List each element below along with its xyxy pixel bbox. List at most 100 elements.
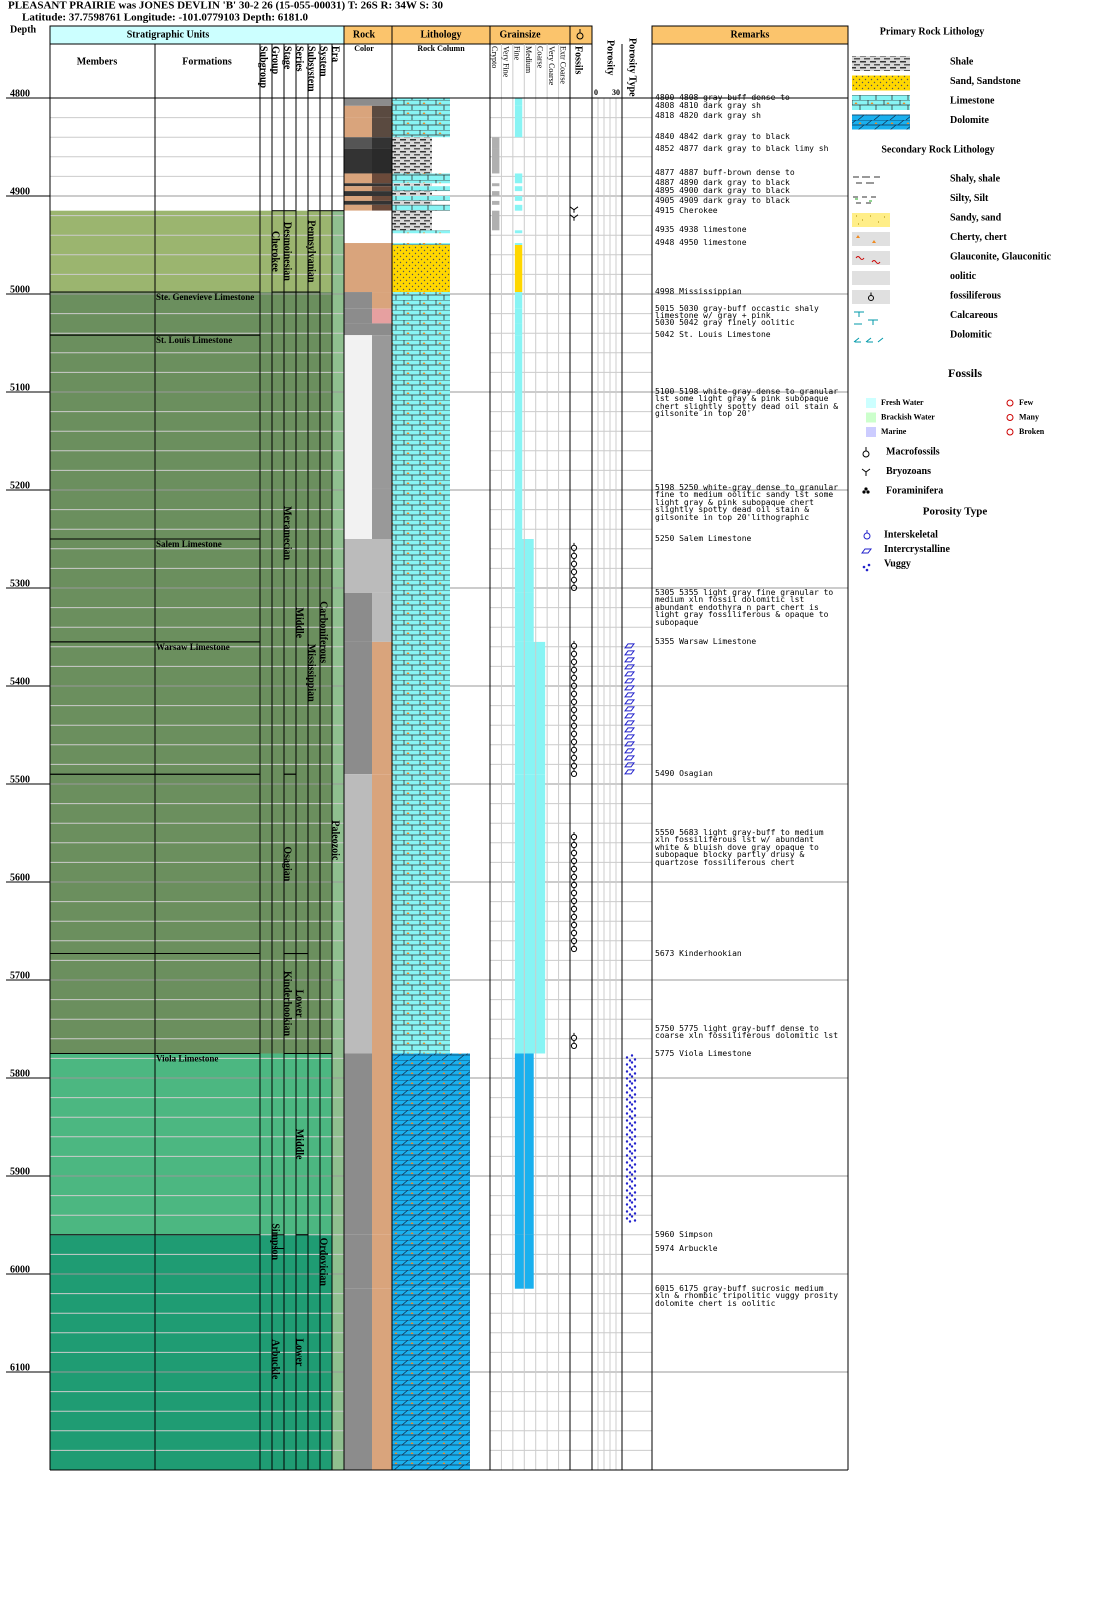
glyph-part — [628, 1150, 632, 1153]
glyph — [625, 1068, 637, 1076]
remark-text: 4998 Mississippian — [655, 288, 742, 297]
stage-label: Kinderhookian — [282, 971, 293, 1036]
glyph-part — [625, 1147, 629, 1150]
legend-label: Broken — [1019, 427, 1045, 436]
glyph — [624, 657, 635, 663]
rock-column — [392, 196, 450, 201]
glyph-part — [625, 1056, 629, 1059]
rock-column — [392, 204, 450, 211]
glyph-part — [624, 664, 635, 670]
rock-column — [392, 292, 450, 309]
rock-color — [372, 308, 392, 324]
legend-label: fossiliferous — [950, 290, 1001, 301]
remark: 4852 4877 dark gray to black limy sh — [655, 145, 828, 153]
fossil-interval — [569, 206, 579, 221]
glyph — [570, 672, 578, 682]
glyph — [624, 650, 635, 656]
rock-color — [344, 488, 372, 539]
porosity-type-header: Porosity Type — [627, 38, 638, 97]
glyph-part — [625, 1175, 629, 1178]
glyph — [570, 648, 578, 658]
porosity-max: 30 — [612, 88, 620, 97]
rock-color — [344, 245, 372, 293]
rock-column — [392, 1234, 470, 1289]
glyph — [570, 880, 578, 889]
rock-color — [372, 105, 392, 118]
rock-color — [372, 1288, 392, 1470]
remark: 4840 4842 dark gray to black — [655, 133, 790, 141]
glyph — [569, 214, 579, 221]
rock-color — [344, 148, 372, 174]
depth-header: Depth — [10, 24, 37, 35]
rock-column — [392, 323, 450, 336]
rock-color — [372, 774, 392, 1054]
glyph — [625, 1089, 637, 1097]
glyph-part — [628, 1199, 632, 1202]
glyph-part — [625, 1154, 629, 1157]
rock-column — [392, 641, 450, 775]
grainsize-header: Grainsize — [499, 29, 541, 40]
glyph-part — [570, 552, 578, 560]
system-label: Carboniferous — [318, 601, 329, 663]
glyph — [624, 643, 635, 649]
remark-text: 4895 4900 dark gray to black — [655, 187, 790, 196]
grainsize-bar — [514, 292, 523, 309]
stage-header: Stage — [282, 46, 293, 70]
remark: 4948 4950 limestone — [655, 239, 747, 247]
glyph — [570, 768, 578, 778]
glyph-part — [630, 1131, 634, 1134]
strat-header: Stratigraphic Units — [127, 29, 210, 40]
glyph-part — [630, 1054, 634, 1057]
glyph-part — [633, 1121, 637, 1124]
era-header: Era — [330, 46, 341, 62]
glyph-part — [628, 1157, 632, 1160]
glyph-part — [570, 666, 578, 674]
group-label: Arbuckle — [270, 1339, 281, 1380]
glyph-part — [630, 1124, 634, 1127]
remark-text: 6015 6175 gray-buff sucrosic medium xln … — [655, 1284, 839, 1308]
subgroup-header: Subgroup — [258, 46, 269, 89]
formations-header: Formations — [182, 56, 232, 67]
rock-color — [344, 105, 372, 118]
glyph-part — [633, 1149, 637, 1152]
remark: 4998 Mississippian — [655, 288, 742, 297]
glyph-part — [624, 755, 635, 761]
series-label: Middle — [294, 608, 305, 639]
glyph-part — [625, 1105, 629, 1108]
glyph-part — [570, 730, 578, 738]
glyph — [625, 1131, 637, 1139]
glyph — [625, 1117, 637, 1125]
rock-color — [344, 641, 372, 775]
glyph — [570, 688, 578, 698]
glyph — [570, 696, 578, 706]
glyph-part — [624, 678, 635, 684]
glyph-part — [625, 1063, 629, 1066]
legend: Primary Rock Lithology Secondary Rock Li… — [852, 26, 1052, 572]
glyph — [570, 704, 578, 714]
depth-label: 5600 — [10, 872, 30, 883]
rock-color — [344, 335, 372, 489]
rock-color — [372, 117, 392, 138]
remark: 4915 Cherokee — [655, 207, 718, 215]
glyph-part — [630, 1103, 634, 1106]
legend-swatch — [852, 114, 910, 130]
glyph-part — [570, 714, 578, 722]
stage-label: Desmoinesian — [282, 222, 293, 281]
glyph-part — [628, 1185, 632, 1188]
grainsize-bar — [492, 200, 500, 205]
depth-label: 5800 — [10, 1068, 30, 1079]
legend-label: Interskeletal — [884, 529, 938, 540]
remark: 5015 5030 gray-buff occastic shaly limes… — [655, 305, 819, 320]
glyph-part — [633, 1156, 637, 1159]
rock-color — [344, 1234, 372, 1289]
remark-text: 4887 4890 dark gray to black — [655, 179, 790, 188]
glyph — [570, 542, 578, 552]
rock-color — [372, 204, 392, 211]
glyph — [570, 640, 578, 650]
glyph-part — [570, 698, 578, 706]
grainsize-bar — [514, 243, 523, 245]
rock-color — [344, 1053, 372, 1235]
glyph-part — [630, 1215, 634, 1218]
glyph — [625, 1173, 637, 1181]
glyph-part — [624, 657, 635, 663]
